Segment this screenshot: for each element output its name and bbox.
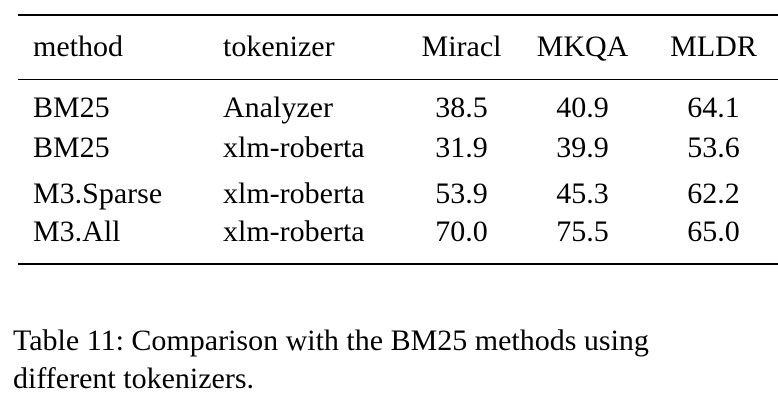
cell-tokenizer: xlm-roberta (223, 131, 365, 164)
cell-mldr: 64.1 (687, 91, 740, 125)
cell-mldr: 53.6 (687, 131, 740, 164)
table-row: BM25 xlm-roberta 31.9 39.9 53.6 (18, 125, 778, 171)
cell-miracl: 53.9 (435, 177, 488, 210)
column-header-mkqa: MKQA (518, 15, 647, 80)
cell-tokenizer: Analyzer (223, 91, 333, 125)
column-header-tokenizer: tokenizer (223, 15, 405, 80)
cell-miracl: 70.0 (435, 215, 488, 248)
cell-mkqa: 40.9 (556, 91, 609, 125)
cell-mldr: 62.2 (687, 177, 740, 210)
cell-method: M3.All (33, 215, 121, 248)
cell-mkqa: 45.3 (556, 177, 609, 210)
table-row: M3.All xlm-roberta 70.0 75.5 65.0 (18, 217, 778, 264)
table-caption: Table 11: Comparison with the BM25 metho… (13, 322, 649, 398)
results-table: method tokenizer Miracl MKQA MLDR BM25 A… (18, 14, 778, 265)
caption-line-2: different tokenizers. (13, 362, 255, 395)
cell-miracl: 31.9 (435, 131, 488, 164)
cell-mldr: 65.0 (687, 215, 740, 248)
cell-miracl: 38.5 (435, 91, 488, 125)
header-row: method tokenizer Miracl MKQA MLDR (18, 15, 778, 80)
table-row: M3.Sparse xlm-roberta 53.9 45.3 62.2 (18, 171, 778, 217)
cell-method: M3.Sparse (33, 177, 163, 210)
table-row: BM25 Analyzer 38.5 40.9 64.1 (18, 79, 778, 125)
column-header-method: method (18, 15, 223, 80)
cell-tokenizer: xlm-roberta (223, 177, 365, 210)
column-header-mldr: MLDR (647, 15, 778, 80)
cell-method: BM25 (33, 131, 110, 164)
column-header-miracl: Miracl (405, 15, 518, 80)
cell-mkqa: 75.5 (556, 215, 609, 248)
caption-line-1: Table 11: Comparison with the BM25 metho… (13, 324, 649, 357)
cell-method: BM25 (33, 91, 110, 125)
cell-mkqa: 39.9 (556, 131, 609, 164)
cell-tokenizer: xlm-roberta (223, 215, 365, 248)
